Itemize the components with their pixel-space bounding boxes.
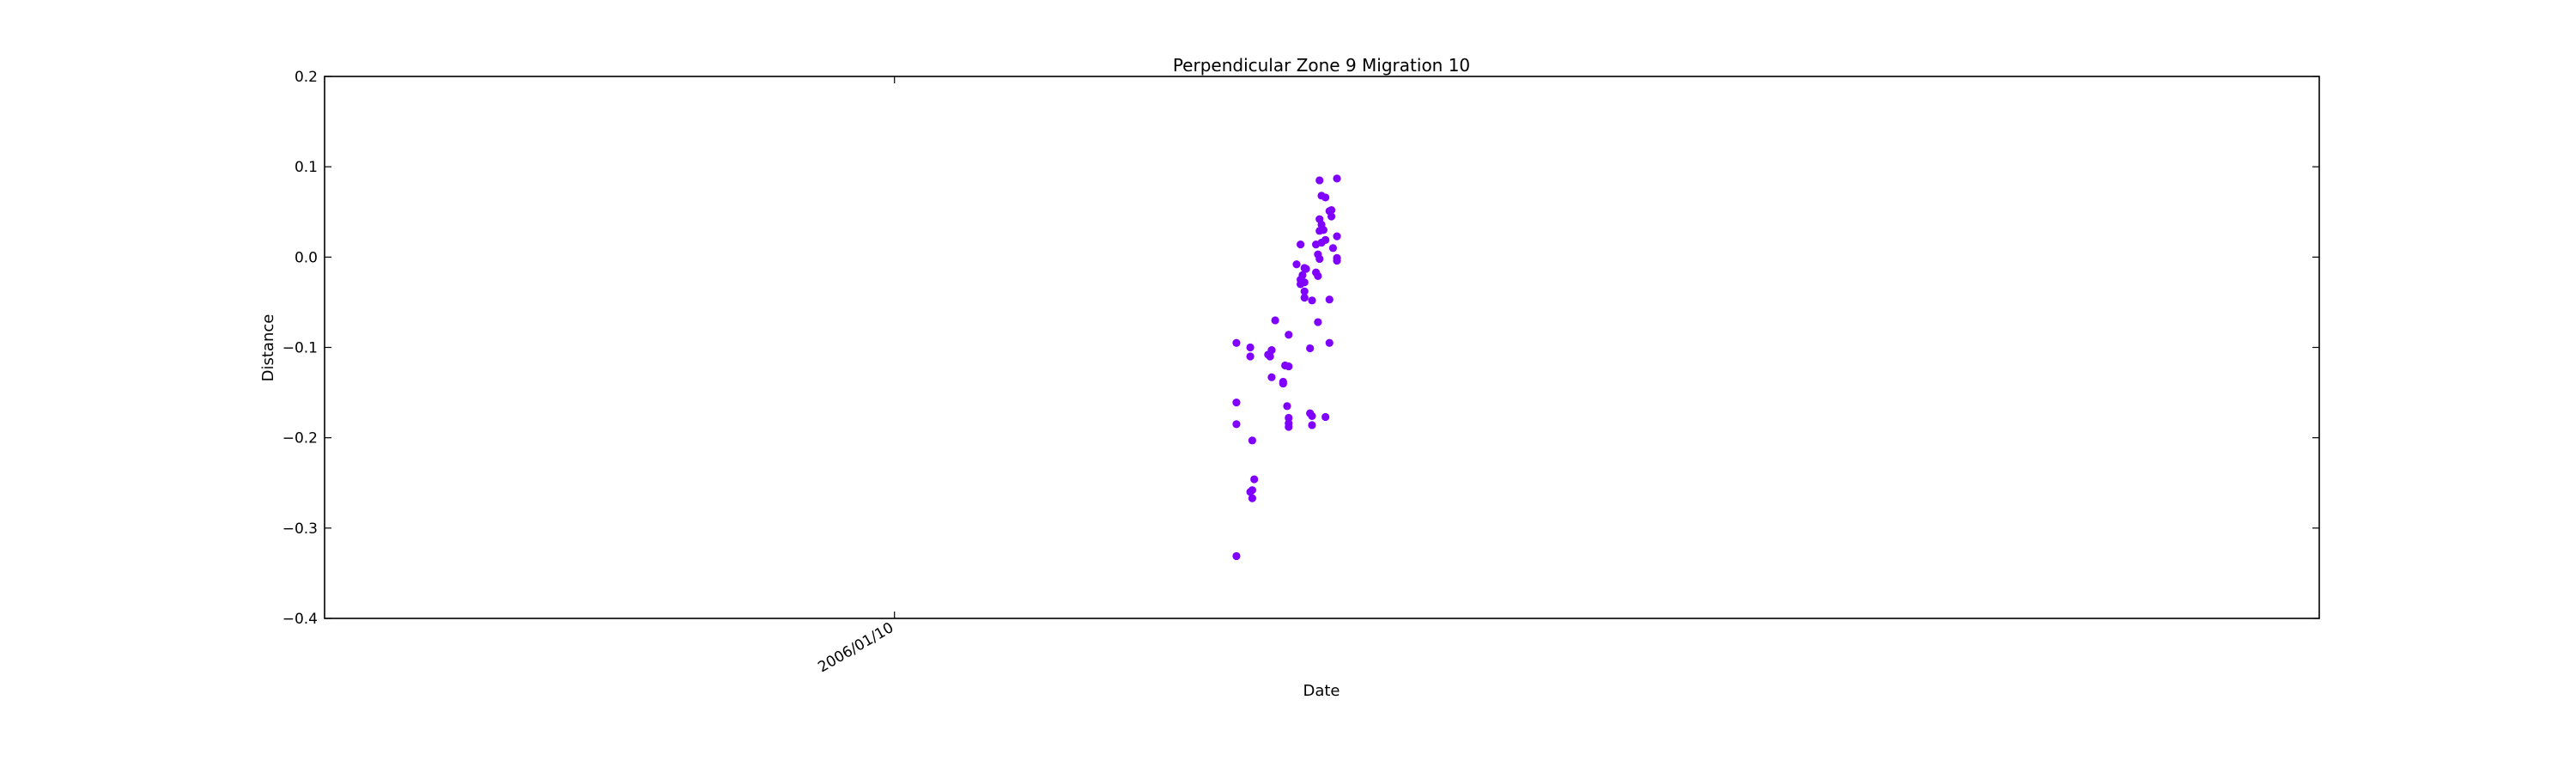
data-point	[1300, 278, 1309, 287]
data-point	[1266, 352, 1274, 361]
y-axis: 0.2 0.1 0.0 −0.1 −0.2 −0.3 −0.4	[283, 69, 2319, 628]
data-point	[1327, 206, 1336, 215]
y-tick-label: −0.3	[283, 520, 318, 538]
data-point	[1308, 421, 1316, 429]
data-point	[1325, 295, 1334, 304]
y-tick-label: −0.2	[283, 430, 318, 447]
data-point	[1314, 318, 1322, 326]
data-point	[1232, 551, 1241, 561]
y-tick-label: 0.1	[295, 159, 318, 176]
data-point	[1333, 174, 1341, 183]
data-point	[1267, 346, 1276, 355]
data-point	[1297, 240, 1305, 249]
x-axis-label: Date	[1303, 682, 1340, 700]
data-point	[1232, 420, 1241, 429]
data-point	[1321, 412, 1330, 422]
data-points	[1232, 174, 1341, 561]
data-point	[1279, 379, 1287, 388]
data-point	[1321, 235, 1330, 244]
data-point	[1306, 344, 1315, 353]
data-point	[1246, 352, 1255, 361]
data-point	[1328, 244, 1338, 253]
data-point	[1319, 226, 1327, 234]
data-point	[1271, 316, 1279, 325]
data-point	[1250, 475, 1259, 484]
data-point	[1300, 287, 1309, 295]
x-tick-label: 2006/01/10	[815, 619, 896, 676]
y-tick-label: 0.2	[295, 69, 318, 86]
data-point	[1248, 486, 1256, 495]
data-point	[1285, 331, 1293, 339]
data-point	[1327, 212, 1336, 221]
plot-area	[324, 76, 2320, 619]
data-point	[1308, 296, 1316, 305]
data-point	[1267, 373, 1276, 381]
data-point	[1314, 271, 1322, 281]
data-point	[1333, 232, 1341, 240]
data-point	[1248, 494, 1256, 502]
y-axis-label: Distance	[259, 314, 277, 382]
data-point	[1321, 193, 1330, 202]
y-tick-label: −0.1	[283, 340, 318, 357]
data-point	[1325, 338, 1334, 347]
data-point	[1315, 254, 1324, 264]
data-point	[1246, 343, 1255, 352]
data-point	[1292, 260, 1301, 269]
data-point	[1308, 411, 1316, 421]
data-point	[1283, 402, 1291, 411]
data-point	[1248, 436, 1256, 445]
y-tick-label: −0.4	[283, 611, 318, 628]
data-point	[1232, 399, 1241, 407]
data-point	[1285, 362, 1293, 371]
data-point	[1315, 176, 1324, 185]
data-point	[1298, 271, 1307, 279]
data-point	[1232, 338, 1241, 347]
data-point	[1285, 413, 1293, 423]
data-point	[1300, 294, 1309, 302]
y-tick-label: 0.0	[295, 249, 318, 266]
data-point	[1333, 256, 1341, 265]
data-point	[1302, 265, 1310, 273]
data-point	[1285, 423, 1293, 431]
chart-title: Perpendicular Zone 9 Migration 10	[1173, 55, 1470, 76]
